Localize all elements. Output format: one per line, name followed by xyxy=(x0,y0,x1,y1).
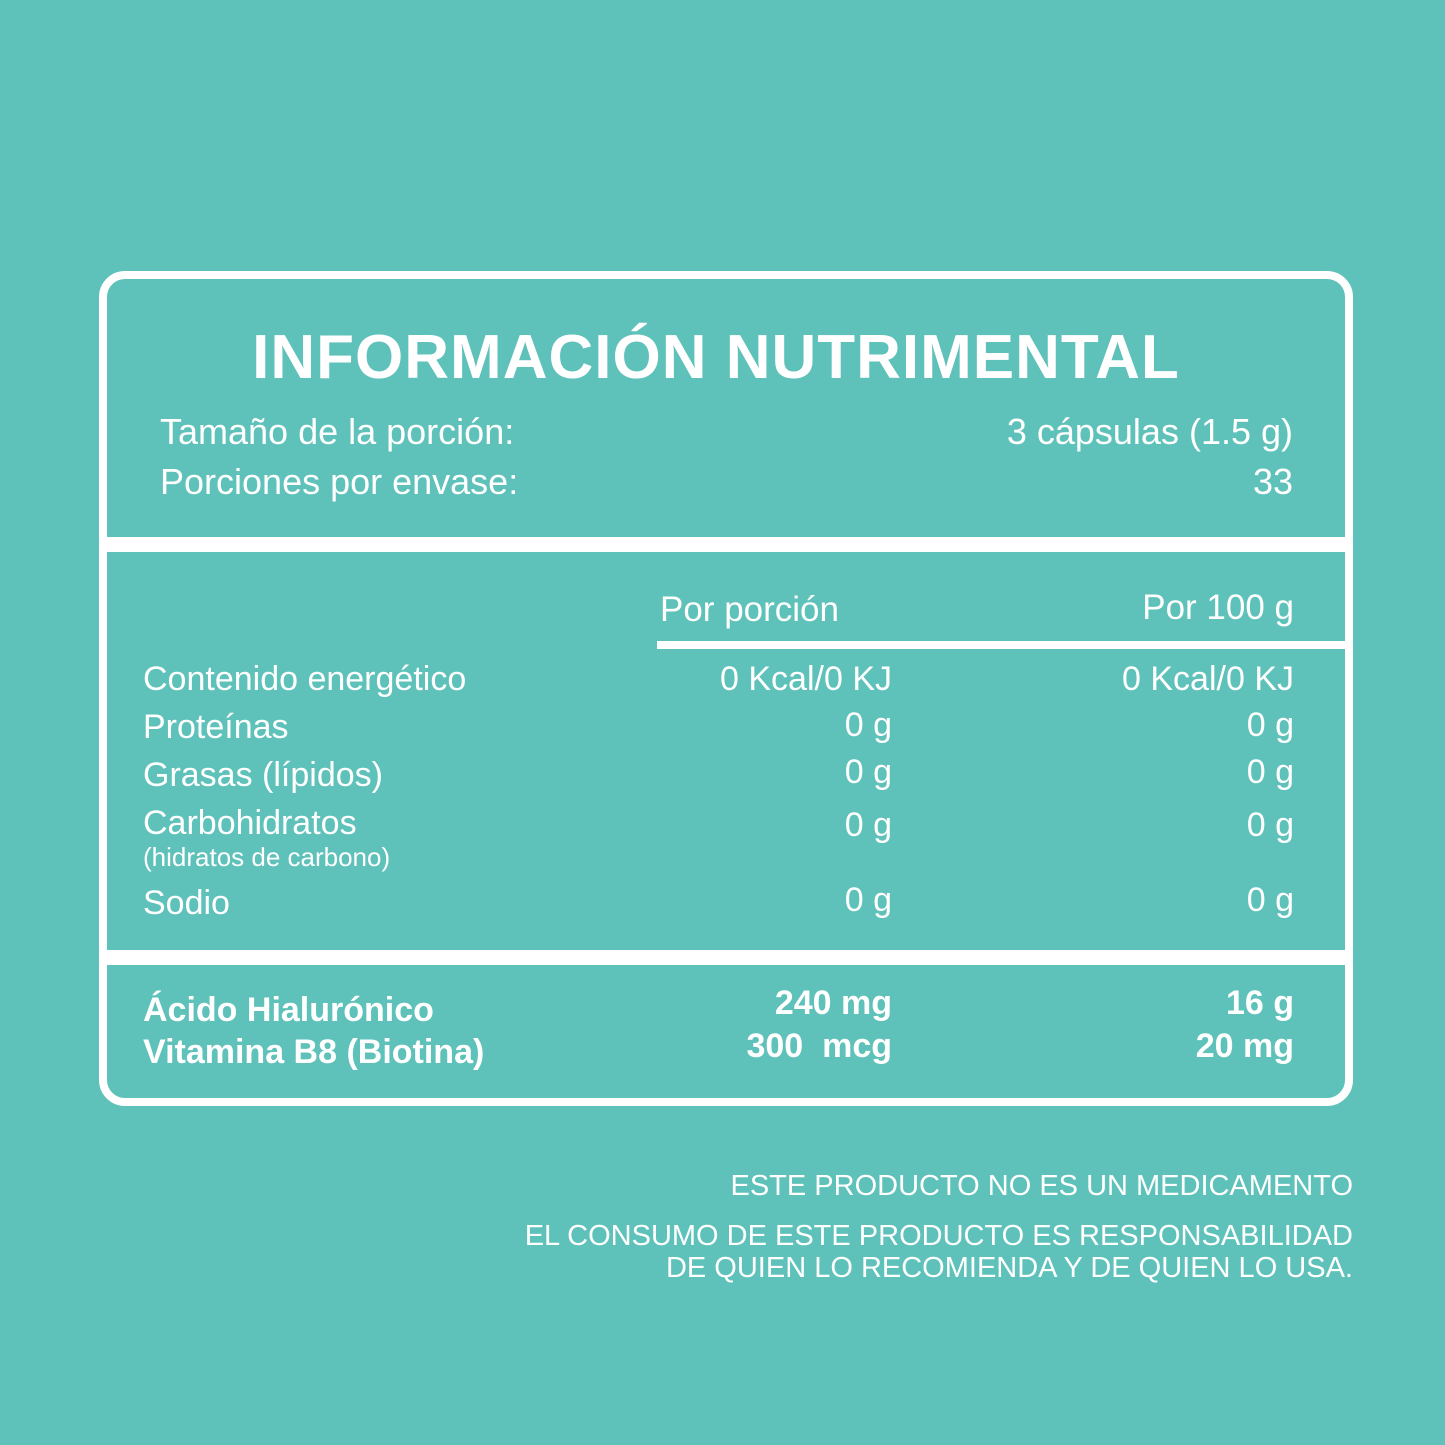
nutrient-name: Grasas (lípidos) xyxy=(143,756,383,794)
nutrient-per-100g: 0 g xyxy=(1246,881,1294,919)
nutrient-per-100g: 0 g xyxy=(1246,753,1294,791)
nutrient-per-serving: 0 g xyxy=(844,806,892,844)
serving-size-value: 3 cápsulas (1.5 g) xyxy=(1006,411,1293,452)
nutrient-note: (hidratos de carbono) xyxy=(143,842,391,872)
active-name: Ácido Hialurónico xyxy=(143,991,434,1029)
active-per-serving: 240 mg xyxy=(774,984,892,1022)
nutrient-name: Sodio xyxy=(143,884,230,922)
active-per-serving: 300 mcg xyxy=(746,1027,892,1065)
servings-per-container-label: Porciones por envase: xyxy=(160,461,519,502)
nutrient-per-serving: 0 g xyxy=(844,753,892,791)
page-title: INFORMACIÓN NUTRIMENTAL xyxy=(252,323,1180,392)
nutrient-name: Carbohidratos xyxy=(143,804,357,842)
nutrient-name: Contenido energético xyxy=(143,660,467,698)
nutrient-per-100g: 0 g xyxy=(1246,706,1294,744)
active-per-100g: 20 mg xyxy=(1195,1027,1294,1065)
actives-divider xyxy=(107,950,1345,965)
disclaimer-responsibility-line2: DE QUIEN LO RECOMIENDA Y DE QUIEN LO USA… xyxy=(665,1252,1353,1284)
disclaimer-responsibility-line1: EL CONSUMO DE ESTE PRODUCTO ES RESPONSAB… xyxy=(524,1220,1353,1252)
column-header-per-100g: Por 100 g xyxy=(1142,588,1294,627)
active-name: Vitamina B8 (Biotina) xyxy=(143,1033,485,1071)
header-divider xyxy=(107,537,1345,552)
active-per-100g: 16 g xyxy=(1225,984,1294,1022)
serving-size-label: Tamaño de la porción: xyxy=(160,411,515,452)
nutrition-label-frame xyxy=(99,271,1353,1106)
nutrient-per-serving: 0 g xyxy=(844,881,892,919)
nutrient-name: Proteínas xyxy=(143,708,289,746)
disclaimer-not-medicine: ESTE PRODUCTO NO ES UN MEDICAMENTO xyxy=(730,1170,1354,1202)
column-header-underline xyxy=(657,641,1345,649)
nutrient-per-serving: 0 g xyxy=(844,706,892,744)
column-header-per-serving: Por porción xyxy=(660,590,839,629)
nutrient-per-serving: 0 Kcal/0 KJ xyxy=(720,660,892,698)
nutrient-per-100g: 0 g xyxy=(1246,806,1294,844)
servings-per-container-value: 33 xyxy=(1252,461,1293,502)
nutrient-per-100g: 0 Kcal/0 KJ xyxy=(1122,660,1294,698)
